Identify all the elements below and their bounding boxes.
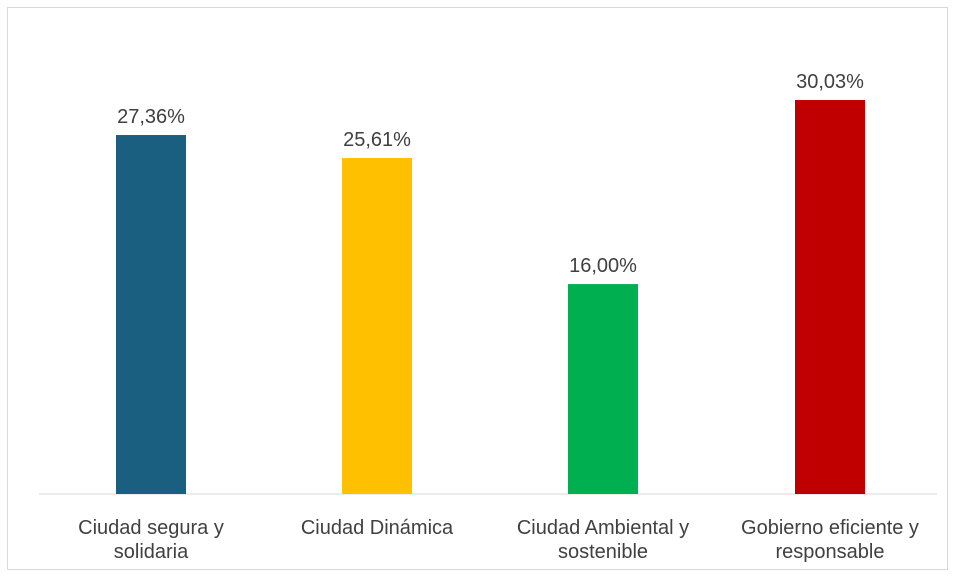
bar-1 — [116, 135, 186, 494]
bar-4 — [795, 100, 865, 494]
category-label-line: Ciudad Ambiental y — [517, 517, 689, 539]
bar-chart: 27,36% 25,61% 16,00% 30,03% Ciudad segura y… — [39, 71, 937, 563]
bar-2 — [342, 157, 412, 495]
category-label-line: Ciudad segura y — [78, 517, 224, 539]
category-label-line: Ciudad Dinámica — [301, 517, 454, 539]
value-label-1: 27,36% — [117, 106, 185, 128]
category-label-line: sostenible — [558, 541, 648, 563]
category-label-4: Gobierno eficiente y responsable — [741, 517, 919, 563]
category-label-3: Ciudad Ambiental y sostenible — [517, 517, 689, 563]
category-label-line: Gobierno eficiente y — [741, 517, 919, 539]
value-label-2: 25,61% — [343, 129, 411, 151]
chart-frame: 27,36% 25,61% 16,00% 30,03% Ciudad segura y… — [7, 7, 948, 570]
bar-3 — [568, 284, 638, 494]
category-label-1: Ciudad segura y solidaria — [78, 517, 224, 563]
category-label-2: Ciudad Dinámica — [301, 517, 454, 539]
category-label-line: solidaria — [114, 541, 189, 563]
category-label-line: responsable — [776, 541, 885, 563]
value-label-4: 30,03% — [796, 71, 864, 93]
value-label-3: 16,00% — [569, 255, 637, 277]
